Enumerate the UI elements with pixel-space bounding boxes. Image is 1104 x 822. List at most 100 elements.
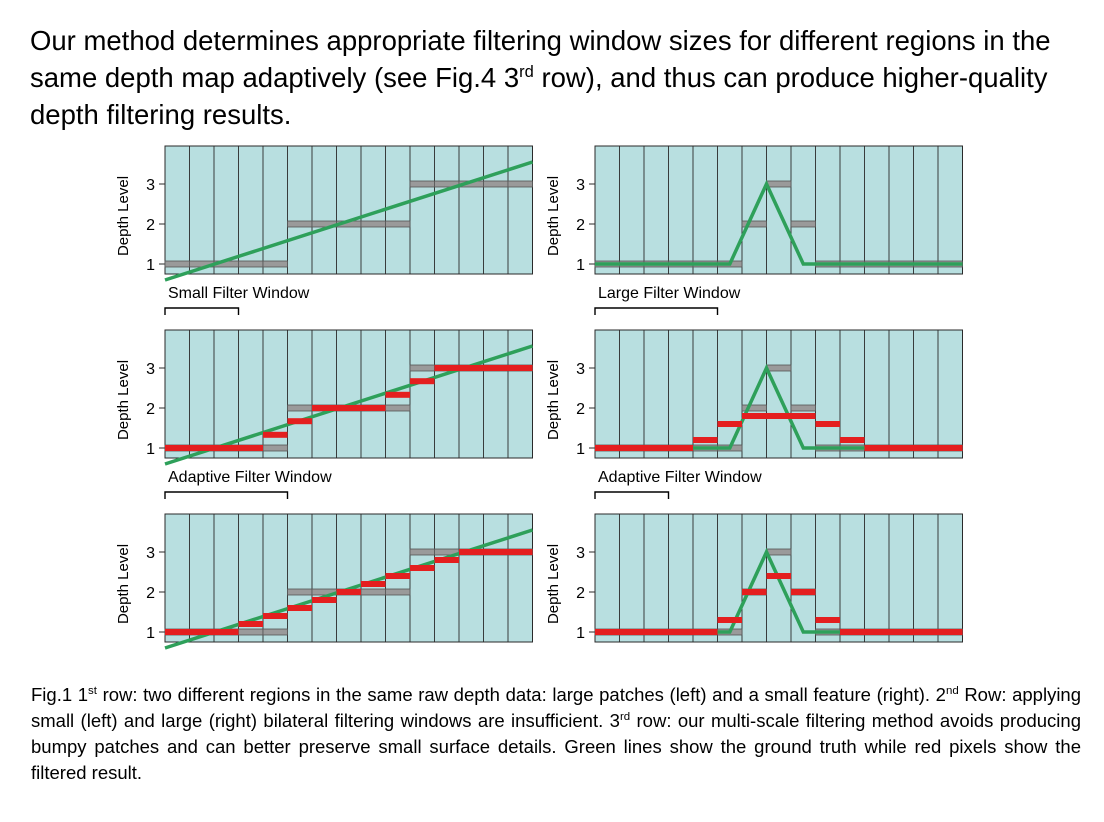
filtered-pixel (459, 549, 484, 555)
y-tick-label: 1 (576, 257, 585, 274)
filtered-pixel (508, 365, 533, 371)
filtered-pixel (840, 629, 865, 635)
y-axis-label: Depth Level (545, 544, 562, 624)
filtered-pixel (434, 557, 459, 563)
filtered-pixel (361, 581, 386, 587)
plot-background (165, 146, 533, 274)
y-axis-label: Depth Level (115, 176, 132, 256)
filtered-pixel (864, 629, 889, 635)
filtered-pixel (287, 418, 312, 425)
y-tick-label: 2 (576, 217, 585, 234)
raw-pixel (238, 628, 264, 636)
raw-pixel (287, 220, 313, 228)
y-tick-label: 3 (576, 545, 585, 562)
filtered-pixel (791, 413, 816, 419)
y-tick-label: 2 (146, 585, 155, 602)
y-axis-label: Depth Level (545, 176, 562, 256)
plot-r1-left: 1 2 3 Depth Level Small Filter Window (115, 145, 534, 315)
filtered-pixel (644, 629, 669, 635)
filtered-pixel (619, 629, 644, 635)
filtered-pixel (214, 445, 239, 451)
filtered-pixel (189, 629, 214, 635)
caption-sup-1: st (88, 684, 97, 697)
raw-pixel (238, 260, 264, 268)
filtered-pixel (410, 378, 435, 385)
raw-pixel (409, 548, 435, 556)
plot-background (165, 514, 533, 642)
filtered-pixel (889, 445, 914, 451)
plot-background (165, 330, 533, 458)
raw-pixel (766, 364, 792, 372)
filter-window-bracket (164, 307, 240, 315)
filtered-pixel (483, 549, 508, 555)
filtered-pixel (238, 621, 263, 627)
filtered-pixel (165, 445, 190, 451)
plot-border (164, 145, 533, 275)
plot-border (164, 329, 533, 459)
filtered-pixel (766, 573, 791, 579)
filtered-pixel (312, 405, 337, 411)
filtered-pixel (385, 391, 410, 398)
raw-pixel (741, 404, 767, 412)
filter-window-label: Small Filter Window (168, 285, 310, 302)
y-tick-label: 3 (146, 545, 155, 562)
heading-text: Our method determines appropriate filter… (30, 22, 1080, 133)
ground-truth-line (595, 179, 963, 266)
filtered-pixel (742, 413, 767, 419)
filtered-pixel (361, 405, 386, 411)
caption-part-1: Fig.1 1 (31, 684, 89, 705)
filtered-pixel (508, 549, 533, 555)
filtered-pixel (766, 413, 791, 419)
caption-part-2: row: two different regions in the same r… (96, 684, 946, 705)
filtered-pixel (693, 629, 718, 635)
filtered-pixel (742, 589, 767, 595)
filtered-pixel (668, 445, 693, 451)
raw-pixel (287, 588, 313, 596)
y-tick-label: 1 (146, 441, 155, 458)
filtered-pixel (263, 431, 288, 438)
heading-superscript: rd (519, 62, 534, 81)
filtered-pixel (189, 445, 214, 451)
filtered-pixel (385, 573, 410, 579)
filtered-pixel (165, 629, 190, 635)
filtered-pixel (595, 445, 620, 451)
filtered-pixel (595, 629, 620, 635)
raw-pixel (360, 220, 386, 228)
raw-pixel (262, 628, 288, 636)
y-tick-label: 1 (576, 441, 585, 458)
ground-truth-line (164, 160, 534, 282)
raw-pixel (262, 444, 288, 452)
y-axis-label: Depth Level (115, 360, 132, 440)
plot-border (164, 513, 533, 643)
raw-pixel (409, 180, 435, 188)
filtered-pixel (791, 589, 816, 595)
filtered-pixel (938, 445, 963, 451)
filtered-pixel (336, 589, 361, 595)
raw-pixel (790, 404, 816, 412)
y-tick-label: 2 (146, 401, 155, 418)
raw-pixel (385, 220, 411, 228)
plot-border (594, 513, 963, 643)
raw-pixel (483, 180, 509, 188)
filtered-pixel (312, 597, 337, 603)
y-axis-label: Depth Level (115, 544, 132, 624)
filtered-pixel (214, 629, 239, 635)
filter-window-bracket (594, 491, 670, 499)
filtered-pixel (864, 445, 889, 451)
raw-pixel (766, 548, 792, 556)
raw-pixel (385, 588, 411, 596)
y-tick-label: 1 (146, 625, 155, 642)
filtered-pixel (336, 405, 361, 411)
filtered-pixel (483, 365, 508, 371)
filtered-pixel (913, 629, 938, 635)
plot-r2-right: 1 2 3 Depth Level Adaptive Filter Window (545, 329, 963, 499)
plot-r1-right: 1 2 3 Depth Level Large Filter Window (545, 145, 963, 315)
raw-pixel (507, 180, 533, 188)
caption-sup-2: nd (945, 684, 959, 697)
filtered-pixel (238, 445, 263, 451)
raw-pixel (287, 404, 313, 412)
plot-r2-left: 1 2 3 Depth Level Adaptive Filter Window (115, 329, 534, 499)
y-tick-label: 3 (146, 361, 155, 378)
caption-sup-3: rd (619, 710, 631, 723)
filtered-pixel (668, 629, 693, 635)
